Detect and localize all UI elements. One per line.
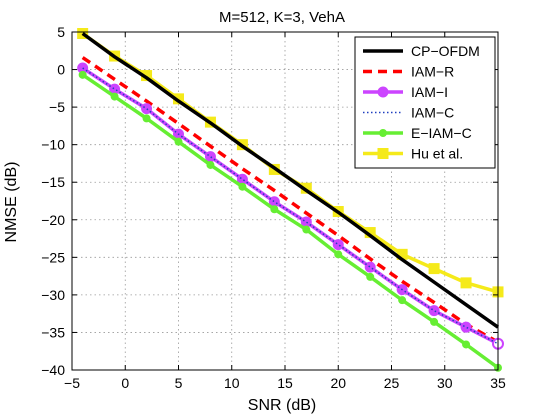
legend-item: E−IAM−C bbox=[363, 125, 472, 141]
chart-title: M=512, K=3, VehA bbox=[219, 9, 345, 26]
legend-item: IAM−C bbox=[363, 105, 454, 121]
legend-item: IAM−I bbox=[363, 84, 448, 100]
x-tick-label: −5 bbox=[64, 375, 80, 391]
data-point bbox=[142, 114, 151, 123]
data-point bbox=[77, 28, 89, 40]
data-point bbox=[377, 148, 389, 159]
legend-label: IAM−I bbox=[411, 84, 448, 100]
data-point bbox=[379, 129, 387, 137]
legend-label: IAM−C bbox=[411, 105, 454, 121]
legend-label: CP−OFDM bbox=[411, 43, 480, 59]
x-tick-label: 5 bbox=[175, 375, 183, 391]
series-line bbox=[81, 56, 499, 344]
data-point bbox=[364, 261, 376, 273]
data-point bbox=[334, 250, 343, 259]
data-point bbox=[398, 296, 407, 305]
legend-item: IAM−R bbox=[363, 64, 454, 80]
legend-label: Hu et al. bbox=[411, 146, 463, 162]
legend: CP−OFDM IAM−R IAM−I IAM−C E−IAM−C Hu et al. bbox=[354, 36, 496, 169]
y-tick-label: −10 bbox=[41, 137, 65, 153]
y-tick-label: −30 bbox=[41, 287, 65, 303]
data-point bbox=[270, 205, 279, 214]
y-tick-label: −20 bbox=[41, 212, 65, 228]
grid bbox=[72, 32, 498, 370]
data-point bbox=[366, 272, 375, 281]
x-tick-label: 0 bbox=[121, 375, 129, 391]
series-1 bbox=[81, 32, 500, 329]
series-line bbox=[82, 67, 499, 345]
y-tick-label: −35 bbox=[41, 324, 65, 340]
x-tick-label: 10 bbox=[224, 375, 240, 391]
x-tick-label: 30 bbox=[437, 375, 453, 391]
data-point bbox=[110, 92, 119, 101]
series-5 bbox=[78, 70, 502, 372]
legend-label: E−IAM−C bbox=[411, 125, 472, 141]
data-point bbox=[428, 263, 440, 275]
series-line bbox=[81, 32, 500, 329]
legend-item: CP−OFDM bbox=[363, 43, 480, 59]
data-point bbox=[332, 239, 344, 251]
series-2 bbox=[81, 56, 499, 344]
data-point bbox=[460, 277, 472, 289]
tick-labels: −5 0 5 10 15 20 25 30 35 5 0 −5 −10 −15 −20 −25 −30 −35 −4… bbox=[41, 24, 506, 391]
series-4 bbox=[82, 67, 499, 345]
y-tick-label: 0 bbox=[57, 62, 65, 78]
y-tick-label: 5 bbox=[57, 24, 65, 40]
x-tick-label: 25 bbox=[384, 375, 400, 391]
data-point bbox=[430, 317, 439, 326]
data-point bbox=[238, 182, 247, 191]
y-axis-title: NMSE (dB) bbox=[3, 162, 20, 243]
data-point bbox=[141, 103, 153, 115]
y-tick-label: −15 bbox=[41, 174, 65, 190]
data-point bbox=[78, 70, 87, 79]
legend-box bbox=[354, 36, 496, 169]
data-point bbox=[460, 321, 472, 333]
data-point bbox=[302, 225, 311, 234]
series-line bbox=[81, 73, 500, 370]
data-point bbox=[206, 160, 215, 169]
x-axis-title: SNR (dB) bbox=[248, 397, 316, 414]
x-tick-label: 15 bbox=[277, 375, 293, 391]
y-tick-label: −5 bbox=[49, 99, 65, 115]
y-tick-label: −40 bbox=[41, 362, 65, 378]
legend-label: IAM−R bbox=[411, 64, 454, 80]
y-tick-label: −25 bbox=[41, 249, 65, 265]
x-tick-label: 35 bbox=[490, 375, 506, 391]
data-point bbox=[377, 86, 389, 98]
data-point bbox=[174, 137, 183, 146]
x-tick-label: 20 bbox=[330, 375, 346, 391]
data-point bbox=[462, 340, 471, 349]
legend-item: Hu et al. bbox=[363, 146, 463, 162]
data-point bbox=[428, 305, 440, 317]
data-point bbox=[204, 151, 216, 163]
